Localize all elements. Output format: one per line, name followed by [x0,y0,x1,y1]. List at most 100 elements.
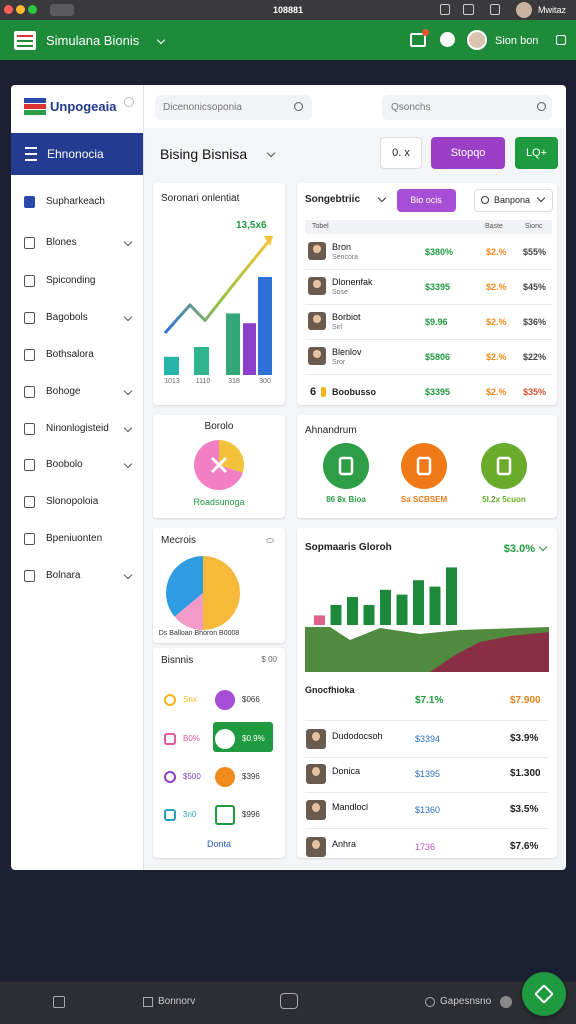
app-icon-line [17,35,33,37]
row-mid: $3394 [415,734,441,744]
clock: 108881 [272,5,304,15]
row-value: $5806 [425,352,451,362]
row-mid: $1360 [415,805,441,815]
nav-label: Bagobols [46,312,88,323]
filter-label: Banpona [494,195,531,205]
account-label: 5l.2x 5cuon [482,495,526,504]
header-user: Sion bon [495,35,539,47]
button-primary[interactable] [431,137,505,169]
card-title: Sopmaaris Gloroh [305,542,392,553]
card-menu [266,538,274,543]
row-right: $1.300 [510,768,541,779]
search-icon [537,102,546,111]
nav-icon [24,275,35,287]
row-label: $500 [183,772,201,781]
row-name: Blenlov [332,347,362,357]
row-value: $9.96 [425,317,448,327]
row-value: $45% [523,282,547,292]
filter-box[interactable] [474,189,553,212]
account-label: Sa SCBSEM [400,495,448,504]
nav-label: Bothsalora [46,349,94,360]
summary-total: $3.0% [503,543,535,555]
tab-right: Gapesnsno [440,996,492,1007]
row-sub: Sirl [332,324,343,331]
brand-flag [24,104,46,109]
badge[interactable] [397,189,456,212]
x-tick-label: 300 [259,378,271,385]
row-value: $22% [523,352,547,362]
avatar-face [312,767,320,776]
row-sub: Sencora [332,254,359,261]
window-dot [16,5,25,14]
row-value: $396 [242,772,260,781]
sidebar-divider [143,85,144,870]
hamburger-line [25,159,37,161]
row-label: Snx [183,695,197,704]
tab-icon[interactable] [500,996,512,1008]
card-title: Mecrois [161,535,197,546]
row-value: $55% [523,247,547,257]
button-secondary-label: LQ+ [525,147,548,159]
nav-label: Boobolo [46,459,83,470]
nav-label: Supharkeach [46,196,105,207]
tab-icon[interactable] [280,993,298,1009]
window-dot [4,5,13,14]
overview-total: 13,5x6 [236,220,267,231]
button-close[interactable] [380,137,422,169]
row-value: $0.9% [242,734,265,743]
row-value: $996 [242,810,260,819]
footer-value: $2.% [486,387,507,397]
nav-icon [24,570,35,582]
system-user: Mwitaz [538,5,567,15]
header-menu[interactable] [556,35,566,45]
avatar-face [313,244,321,253]
nav-icon [24,237,35,249]
brand-icon [124,97,134,107]
row-name: Mandlocl [332,802,369,812]
card-title: Borolo [204,421,234,432]
fab[interactable] [522,972,566,1016]
nav-label: Slonopoloia [46,496,99,507]
hamburger-line [25,147,37,149]
nav-icon [24,496,35,508]
row-divider [305,828,548,829]
footer-index: 6 [310,386,317,398]
tab-icon[interactable] [143,997,153,1007]
row-sub: Sror [332,359,346,366]
brand-flag [24,98,46,103]
button-secondary[interactable] [515,137,558,169]
tab-icon[interactable] [425,997,435,1007]
footer-value: $35% [523,387,547,397]
row-divider [305,792,548,793]
summary-header-right: $7.900 [510,695,541,706]
avatar-face [313,279,321,288]
row-badge [215,767,235,787]
tab-icon[interactable] [53,996,65,1008]
card [153,183,285,405]
nav-icon [24,386,35,398]
row-value: $380% [425,247,454,257]
card-amount: $ 00 [261,655,277,664]
search-right[interactable] [382,95,552,120]
avatar-face [312,803,320,812]
brand-name: Unpogeaia [50,99,117,114]
badge-label: Bio ocis [410,195,442,205]
header-icon[interactable] [440,32,455,47]
row-mid: 1736 [415,842,436,852]
table-header [305,220,552,234]
row-name: Anhra [332,839,357,849]
system-bar [0,0,576,20]
footer-name: Boobusso [332,387,376,397]
row-value: $2.% [486,317,507,327]
user-avatar [516,2,532,18]
nav-label: Bolnara [46,570,81,581]
header-avatar[interactable] [467,30,487,50]
header-icon[interactable] [410,33,426,47]
search-left[interactable] [155,95,312,120]
avatar-face [313,314,321,323]
window-dot [28,5,37,14]
row-sub: Sose [332,289,348,296]
nav-label: Ninonlogisteid [46,423,109,434]
card-title: Ahnandrum [305,425,357,436]
